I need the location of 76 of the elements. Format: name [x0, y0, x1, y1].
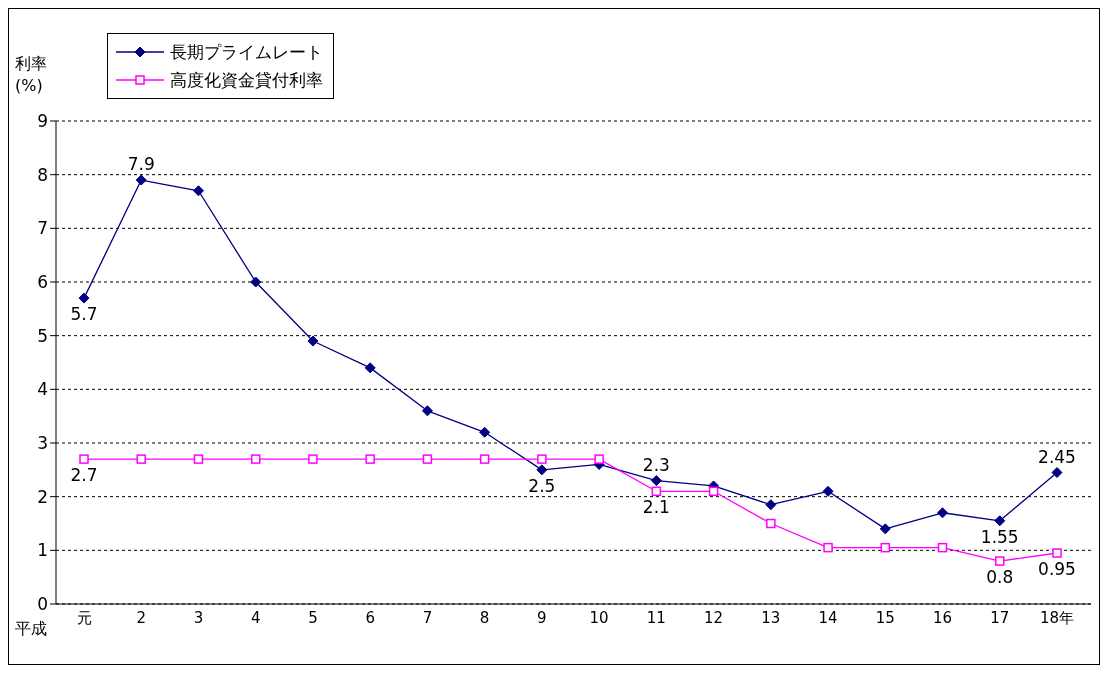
- point: [192, 185, 204, 197]
- point: [995, 556, 1005, 566]
- x-tick-label: 3: [193, 608, 204, 627]
- y-tick-label: 3: [37, 433, 48, 454]
- y-tick-label: 5: [37, 325, 48, 346]
- x-tick-label: 11: [646, 608, 666, 627]
- y-tick-label: 4: [37, 379, 48, 400]
- point: [135, 174, 147, 186]
- x-tick-label: 5: [308, 608, 318, 627]
- x-tick-label: 16: [932, 608, 953, 627]
- data-label: 2.3: [642, 454, 670, 475]
- point: [1052, 548, 1062, 558]
- point: [994, 515, 1006, 527]
- data-label: 2.5: [528, 475, 556, 496]
- x-tick-label: 6: [365, 608, 375, 627]
- x-tick-label: 18年: [1039, 608, 1075, 627]
- point: [937, 542, 948, 553]
- data-label: 7.9: [127, 154, 155, 175]
- legend-label: 高度化資金貸付利率: [170, 68, 323, 92]
- x-tick-label: 2: [136, 608, 147, 627]
- point: [193, 454, 204, 464]
- point: [766, 518, 776, 529]
- point: [78, 292, 90, 304]
- y-tick-label: 6: [37, 272, 48, 293]
- x-tick-label: 8: [479, 608, 490, 627]
- x-tick-label: 10: [589, 608, 609, 627]
- point: [708, 486, 719, 497]
- data-label: 1.55: [980, 526, 1019, 547]
- point: [1051, 467, 1063, 479]
- point: [308, 454, 318, 464]
- y-tick-label: 8: [37, 164, 48, 185]
- point: [650, 475, 662, 487]
- data-label: 2.7: [70, 465, 98, 486]
- y-tick-label: 9: [37, 111, 48, 132]
- point: [536, 464, 548, 476]
- x-axis-title: 平成: [15, 619, 47, 640]
- point: [250, 276, 262, 288]
- data-label: 0.8: [986, 567, 1014, 588]
- x-tick-label: 15: [875, 608, 895, 627]
- point: [937, 507, 949, 519]
- point: [880, 542, 891, 553]
- point: [136, 454, 146, 464]
- legend-label: 長期プライムレート: [170, 40, 323, 64]
- x-tick-label: 9: [537, 608, 547, 627]
- point: [651, 486, 662, 497]
- point: [250, 454, 261, 464]
- data-label: 5.7: [70, 304, 98, 325]
- point: [822, 485, 834, 497]
- point: [765, 499, 777, 511]
- x-tick-label: 4: [250, 608, 261, 627]
- point: [307, 335, 319, 347]
- data-label: 0.95: [1038, 559, 1076, 580]
- x-tick-label: 17: [990, 608, 1010, 627]
- y-tick-label: 0: [37, 594, 48, 615]
- y-tick-label: 1: [37, 540, 48, 561]
- point: [422, 454, 433, 464]
- point: [365, 454, 375, 464]
- x-tick-label: 元: [76, 608, 92, 627]
- point: [879, 523, 891, 535]
- y-axis-title: 利率 (%): [15, 53, 47, 97]
- y-tick-label: 2: [37, 486, 48, 507]
- point: [479, 426, 491, 438]
- point: [537, 454, 547, 464]
- point: [594, 454, 604, 464]
- y-tick-label: 7: [37, 218, 48, 239]
- data-label: 2.1: [642, 497, 670, 518]
- x-tick-label: 12: [704, 608, 724, 627]
- point: [479, 454, 490, 464]
- x-tick-label: 14: [818, 608, 838, 627]
- point: [421, 405, 433, 417]
- data-label: 2.45: [1038, 446, 1076, 467]
- point: [364, 362, 376, 374]
- point: [823, 542, 833, 553]
- point: [79, 454, 89, 464]
- x-tick-label: 13: [761, 608, 781, 627]
- x-tick-label: 7: [422, 608, 433, 627]
